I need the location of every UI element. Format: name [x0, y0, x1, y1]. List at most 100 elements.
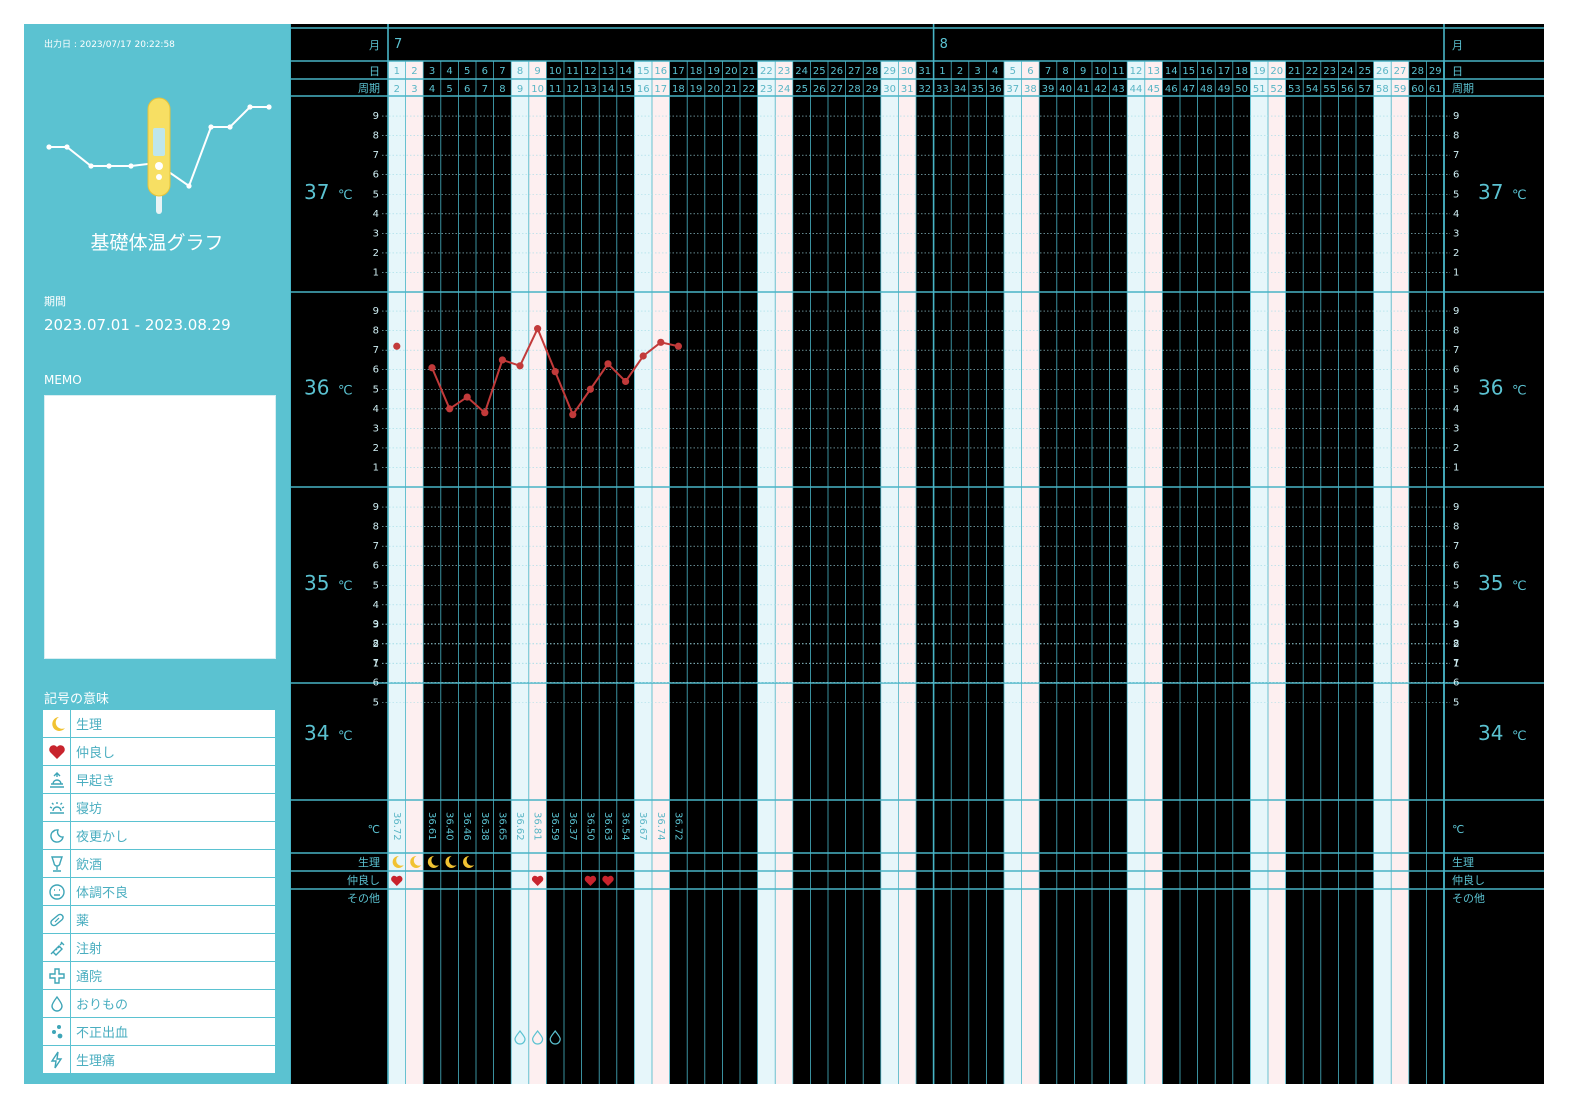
band-label-left: 36 [304, 376, 329, 400]
temperature-point [586, 385, 594, 393]
heart-icon [43, 738, 71, 765]
weekend-column [1021, 61, 1040, 1084]
cycle-number: 23 [760, 84, 773, 95]
period-moon-icon [427, 855, 439, 868]
tick-label-left: 9 [373, 502, 379, 513]
period-value: 2023.07.01 - 2023.08.29 [44, 316, 231, 334]
day-number: 14 [619, 66, 632, 77]
temperature-value-label: 36.63 [602, 812, 613, 841]
tick-label-right: 8 [1453, 326, 1459, 337]
legend-item-label: 通院 [76, 970, 103, 985]
weekend-column [1004, 61, 1022, 1084]
syringe-icon [43, 934, 71, 961]
period-moon-icon [463, 855, 475, 868]
tick-label-left: 7 [373, 345, 379, 356]
tick-label-right: 6 [1453, 561, 1459, 572]
temperature-point [657, 338, 665, 346]
band-label-right: 37 [1478, 180, 1503, 204]
weekend-column [405, 61, 424, 1084]
day-label-left: 日 [369, 65, 380, 78]
tick-label-left: 3 [373, 228, 379, 239]
day-number: 22 [1306, 66, 1319, 77]
month-label-right: 月 [1452, 39, 1463, 52]
legend-item: 寝坊 [43, 794, 275, 822]
cycle-number: 53 [1288, 84, 1301, 95]
day-number: 12 [584, 66, 597, 77]
tick-label-right: 8 [1453, 639, 1459, 650]
tick-label-right: 1 [1453, 658, 1459, 669]
temperature-point [604, 360, 612, 368]
month-label-left: 月 [369, 39, 380, 52]
legend-item: 早起き [43, 766, 275, 794]
moon-icon [43, 710, 71, 737]
spotting-icon [43, 1018, 71, 1045]
band-unit-right: ℃ [1512, 188, 1527, 203]
temperature-line-segment [642, 341, 662, 357]
intimacy-heart-icon [602, 875, 614, 886]
cycle-number: 35 [971, 84, 984, 95]
cycle-number: 30 [883, 84, 896, 95]
temperature-point [622, 377, 630, 386]
cycle-number: 32 [918, 84, 931, 95]
cycle-number: 28 [848, 84, 861, 95]
cycle-number: 42 [1094, 84, 1107, 95]
temperature-point [481, 409, 489, 417]
temperature-line-segment [571, 388, 592, 416]
temperature-point [551, 368, 559, 376]
month-number: 8 [940, 37, 948, 52]
temperature-value-label: 36.37 [567, 812, 578, 841]
cycle-number: 17 [654, 84, 667, 95]
tick-label-left: 5 [373, 384, 379, 395]
cycle-number: 54 [1306, 84, 1319, 95]
memo-box[interactable] [44, 395, 276, 659]
legend-item-label: 不正出血 [76, 1026, 129, 1041]
tick-label-left: 3 [373, 619, 379, 630]
cycle-number: 39 [1042, 84, 1055, 95]
legend-item-label: 体調不良 [76, 886, 129, 901]
tick-label-left: 4 [373, 600, 379, 611]
band-unit-right: ℃ [1512, 579, 1527, 594]
temperature-line-segment [519, 328, 539, 367]
temperature-value-label: 36.72 [391, 812, 402, 841]
bolt-icon [43, 1046, 71, 1073]
tick-label-right: 1 [1453, 462, 1459, 473]
tick-label-left: 9 [373, 111, 379, 122]
tick-label-left: 2 [373, 248, 379, 259]
band-label-left: 34 [304, 721, 329, 745]
tick-label-right: 3 [1453, 619, 1459, 630]
tick-label-right: 9 [1453, 111, 1459, 122]
intimacy-heart-icon [531, 875, 544, 886]
intimacy-heart-icon [584, 875, 597, 886]
legend-item-label: 寝坊 [76, 802, 103, 817]
day-number: 11 [566, 66, 579, 77]
day-number: 8 [517, 66, 523, 77]
legend-item: 通院 [43, 962, 275, 990]
cycle-number: 48 [1200, 84, 1213, 95]
tick-label-left: 5 [373, 697, 379, 708]
intimacy-heart-icon [391, 875, 403, 886]
temperature-line-segment [483, 359, 504, 414]
tick-label-right: 5 [1453, 189, 1459, 200]
day-number: 2 [411, 66, 417, 77]
day-number: 31 [918, 66, 931, 77]
tick-label-left: 7 [373, 541, 379, 552]
day-number: 10 [549, 66, 562, 77]
day-number: 16 [654, 66, 667, 77]
tick-label-right: 5 [1453, 384, 1459, 395]
day-number: 7 [499, 66, 505, 77]
day-number: 24 [1341, 66, 1354, 77]
cycle-number: 58 [1376, 84, 1389, 95]
band-label-left: 35 [304, 571, 329, 595]
cycle-number: 6 [464, 84, 470, 95]
tick-label-right: 2 [1453, 443, 1459, 454]
temperature-point [569, 411, 577, 419]
period-row-label-left: 生理 [358, 855, 380, 869]
day-number: 17 [672, 66, 685, 77]
period-moon-icon [410, 855, 422, 868]
legend-item: 夜更かし [43, 822, 275, 850]
cycle-number: 29 [866, 84, 879, 95]
tick-label-right: 9 [1453, 619, 1459, 630]
cycle-number: 5 [446, 84, 452, 95]
temperature-value-label: 36.74 [655, 812, 666, 841]
weekend-column [1144, 61, 1163, 1084]
